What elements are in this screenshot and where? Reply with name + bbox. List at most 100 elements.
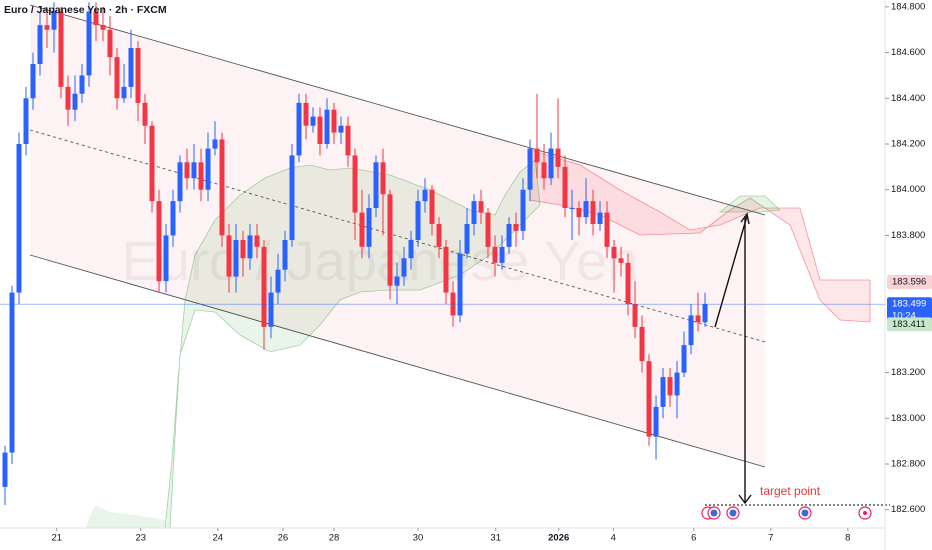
channel-lower [29,254,766,468]
candle-body [198,162,204,190]
candle-body [296,102,302,156]
candle-body [688,315,694,346]
candle-body [149,125,155,202]
candle-body [359,212,365,247]
price-label: 183.411 [892,319,926,330]
candle-body [121,86,127,99]
candle-body [492,246,498,263]
candle-body [632,304,638,327]
candle-body [219,139,225,236]
candle-body [471,201,477,224]
candle-body [86,11,92,76]
candle-body [646,361,652,437]
cloud-red [529,149,871,323]
y-tick-label: 184.000 [891,184,925,195]
candle-body [37,25,43,64]
price-label: 183.499 [892,299,926,310]
candle-body [317,116,323,144]
candle-body [408,240,414,259]
candle-body [212,139,218,149]
x-tick-label: 2026 [548,533,569,544]
candle-body [639,326,645,362]
candle-body [205,148,211,190]
channel-upper [29,4,766,216]
candle-body [583,201,589,218]
candle-body [51,11,57,30]
candle-body [380,162,386,195]
candle-body [422,189,428,202]
candle-body [72,93,78,110]
candle-body [597,212,603,224]
candle-body [65,86,71,110]
candle-body [331,109,337,133]
candle-body [478,201,484,213]
candle-body [100,25,106,30]
candle-body [240,240,246,259]
event-icons [701,506,872,520]
candle-body [345,125,351,156]
x-tick-label: 23 [136,533,147,544]
candle-body [233,240,239,277]
candle-body [394,276,400,286]
y-tick-label: 184.800 [891,1,925,12]
candle-body [562,166,568,208]
annotation: target point [760,484,821,498]
candle-body [303,102,309,126]
candle-body [625,262,631,304]
candle-body [415,201,421,240]
candle-body [58,11,64,87]
x-tick-label: 8 [845,533,850,544]
candle-body [226,235,232,277]
candle-body [660,377,666,407]
candle-body [114,57,120,99]
y-tick-label: 182.600 [891,504,925,515]
candle-body [156,201,162,282]
candle-body [653,406,659,437]
candle-body [555,148,561,167]
arrow-up-head [740,212,750,225]
candle-body [170,201,176,236]
candle-body [436,224,442,247]
candle-body [44,25,50,30]
y-tick-label: 184.400 [891,93,925,104]
y-tick-label: 183.800 [891,230,925,241]
candle-body [107,29,113,58]
candle-body [457,253,463,316]
arrow-up [714,215,748,328]
candle-body [142,102,148,126]
x-tick-label: 7 [768,533,773,544]
candle-body [135,48,141,103]
candle-body [163,235,169,282]
candle-body [373,162,379,208]
arrow-down-head [738,494,752,505]
candle-body [282,240,288,270]
candle-body [513,224,519,231]
candle-body [499,246,505,263]
candle-body [695,315,701,323]
candle-body [485,212,491,247]
x-tick-label: 6 [691,533,696,544]
y-tick-label: 182.800 [891,459,925,470]
y-tick-label: 183.200 [891,367,925,378]
cloud-green-bottom [85,505,165,528]
candle-body [667,377,673,396]
candle-body [611,246,617,259]
x-tick-label: 4 [611,533,616,544]
candle-body [261,246,267,327]
candle-body [548,148,554,179]
candle-body [254,235,260,247]
watermark: Euro / Japanese Yen [122,229,639,292]
x-tick-label: 31 [490,533,501,544]
price-label-box [887,275,932,290]
price-label-box [887,297,932,324]
candle-body [247,235,253,259]
candle-body [401,258,407,277]
candle-body [93,11,99,26]
candle-body [324,109,330,144]
candle-body [604,212,610,247]
candle-body [275,269,281,293]
candle-body [681,345,687,373]
candle-body [674,372,680,396]
candle-body [576,208,582,218]
